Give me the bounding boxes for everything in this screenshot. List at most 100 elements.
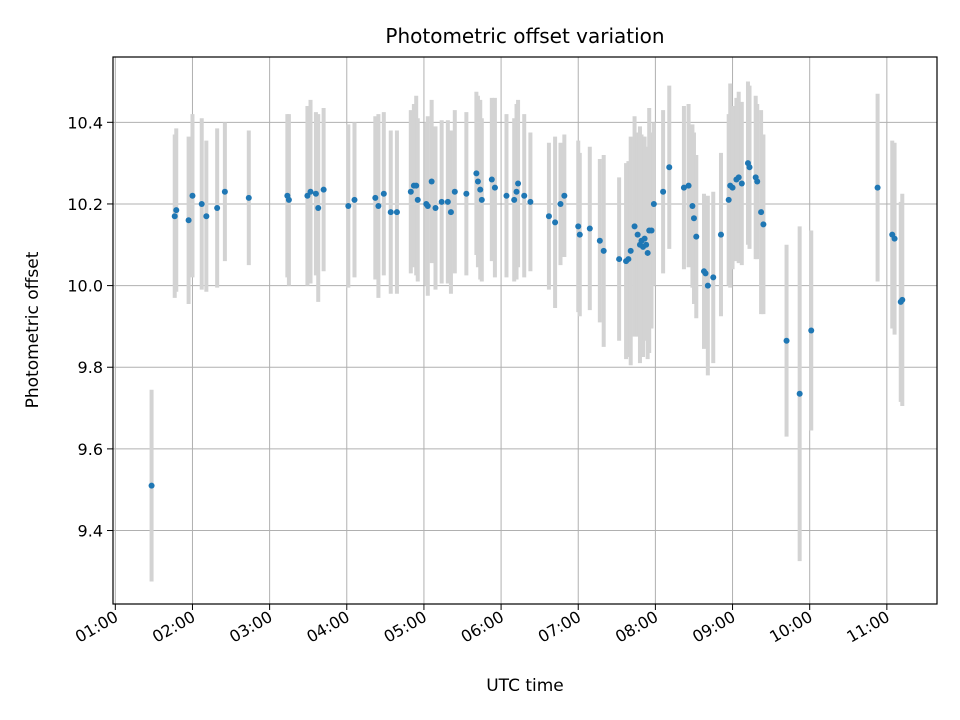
data-point: [451, 188, 458, 195]
data-point: [148, 482, 155, 489]
data-point: [407, 188, 414, 195]
data-point: [576, 231, 583, 238]
data-point: [616, 256, 623, 263]
data-point: [891, 235, 898, 242]
data-point: [189, 192, 196, 199]
data-point: [600, 247, 607, 254]
data-point: [643, 241, 650, 248]
data-point: [185, 217, 192, 224]
data-point: [304, 192, 311, 199]
data-point: [345, 202, 352, 209]
data-point: [596, 237, 603, 244]
data-point: [808, 327, 815, 334]
data-point: [627, 247, 634, 254]
data-point: [685, 182, 692, 189]
data-point: [203, 213, 210, 220]
data-point: [375, 202, 382, 209]
data-point: [511, 196, 518, 203]
y-tick-label: 9.6: [78, 440, 103, 459]
data-point: [372, 194, 379, 201]
data-point: [754, 178, 761, 185]
data-point: [625, 256, 632, 263]
data-point: [702, 270, 709, 277]
y-tick-label: 9.8: [78, 358, 103, 377]
data-point: [729, 184, 736, 191]
data-point: [488, 176, 495, 183]
data-point: [650, 200, 657, 207]
data-point: [738, 180, 745, 187]
data-points: [148, 160, 906, 489]
data-point: [414, 196, 421, 203]
data-point: [575, 223, 582, 230]
data-point: [689, 202, 696, 209]
data-point: [463, 190, 470, 197]
data-point: [899, 296, 906, 303]
data-point: [735, 174, 742, 181]
chart-title: Photometric offset variation: [385, 24, 664, 48]
data-point: [634, 231, 641, 238]
data-point: [758, 209, 765, 216]
data-point: [387, 209, 394, 216]
data-point: [478, 196, 485, 203]
x-axis-label: UTC time: [486, 676, 564, 696]
data-point: [545, 213, 552, 220]
data-point: [690, 215, 697, 222]
data-point: [704, 282, 711, 289]
data-point: [432, 205, 439, 212]
data-point: [173, 207, 180, 214]
data-point: [760, 221, 767, 228]
data-point: [521, 192, 528, 199]
data-point: [380, 190, 387, 197]
data-point: [307, 188, 314, 195]
data-point: [515, 180, 522, 187]
data-point: [874, 184, 881, 191]
data-point: [214, 205, 221, 212]
data-point: [474, 178, 481, 185]
data-point: [285, 196, 292, 203]
data-point: [477, 186, 484, 193]
y-axis-ticks: 9.4 9.6 9.8 10.0 10.2 10.4: [67, 113, 113, 541]
y-tick-label: 10.0: [67, 277, 103, 296]
data-point: [424, 202, 431, 209]
data-point: [320, 186, 327, 193]
data-point: [710, 274, 717, 281]
data-point: [198, 200, 205, 207]
data-point: [631, 223, 638, 230]
data-point: [717, 231, 724, 238]
data-point: [725, 196, 732, 203]
data-point: [428, 178, 435, 185]
data-point: [660, 188, 667, 195]
data-point: [746, 164, 753, 171]
data-point: [393, 209, 400, 216]
data-point: [221, 188, 228, 195]
y-tick-label: 10.4: [67, 113, 103, 132]
data-point: [680, 184, 687, 191]
data-point: [447, 209, 454, 216]
data-point: [413, 182, 420, 189]
plot-frame: [112, 56, 938, 605]
data-point: [641, 235, 648, 242]
data-point: [315, 205, 322, 212]
data-point: [666, 164, 673, 171]
data-point: [527, 198, 534, 205]
data-point: [171, 213, 178, 220]
y-tick-label: 10.2: [67, 195, 103, 214]
data-point: [473, 170, 480, 177]
data-point: [444, 198, 451, 205]
data-point: [312, 190, 319, 197]
data-point: [351, 196, 358, 203]
y-axis-label: Photometric offset: [23, 251, 43, 408]
data-point: [491, 184, 498, 191]
data-point: [648, 227, 655, 234]
data-point: [552, 219, 559, 226]
data-point: [783, 337, 790, 344]
data-point: [644, 249, 651, 256]
data-point: [513, 188, 520, 195]
data-point: [503, 192, 510, 199]
data-point: [561, 192, 568, 199]
data-point: [693, 233, 700, 240]
data-point: [586, 225, 593, 232]
data-point: [557, 200, 564, 207]
data-point: [796, 390, 803, 397]
